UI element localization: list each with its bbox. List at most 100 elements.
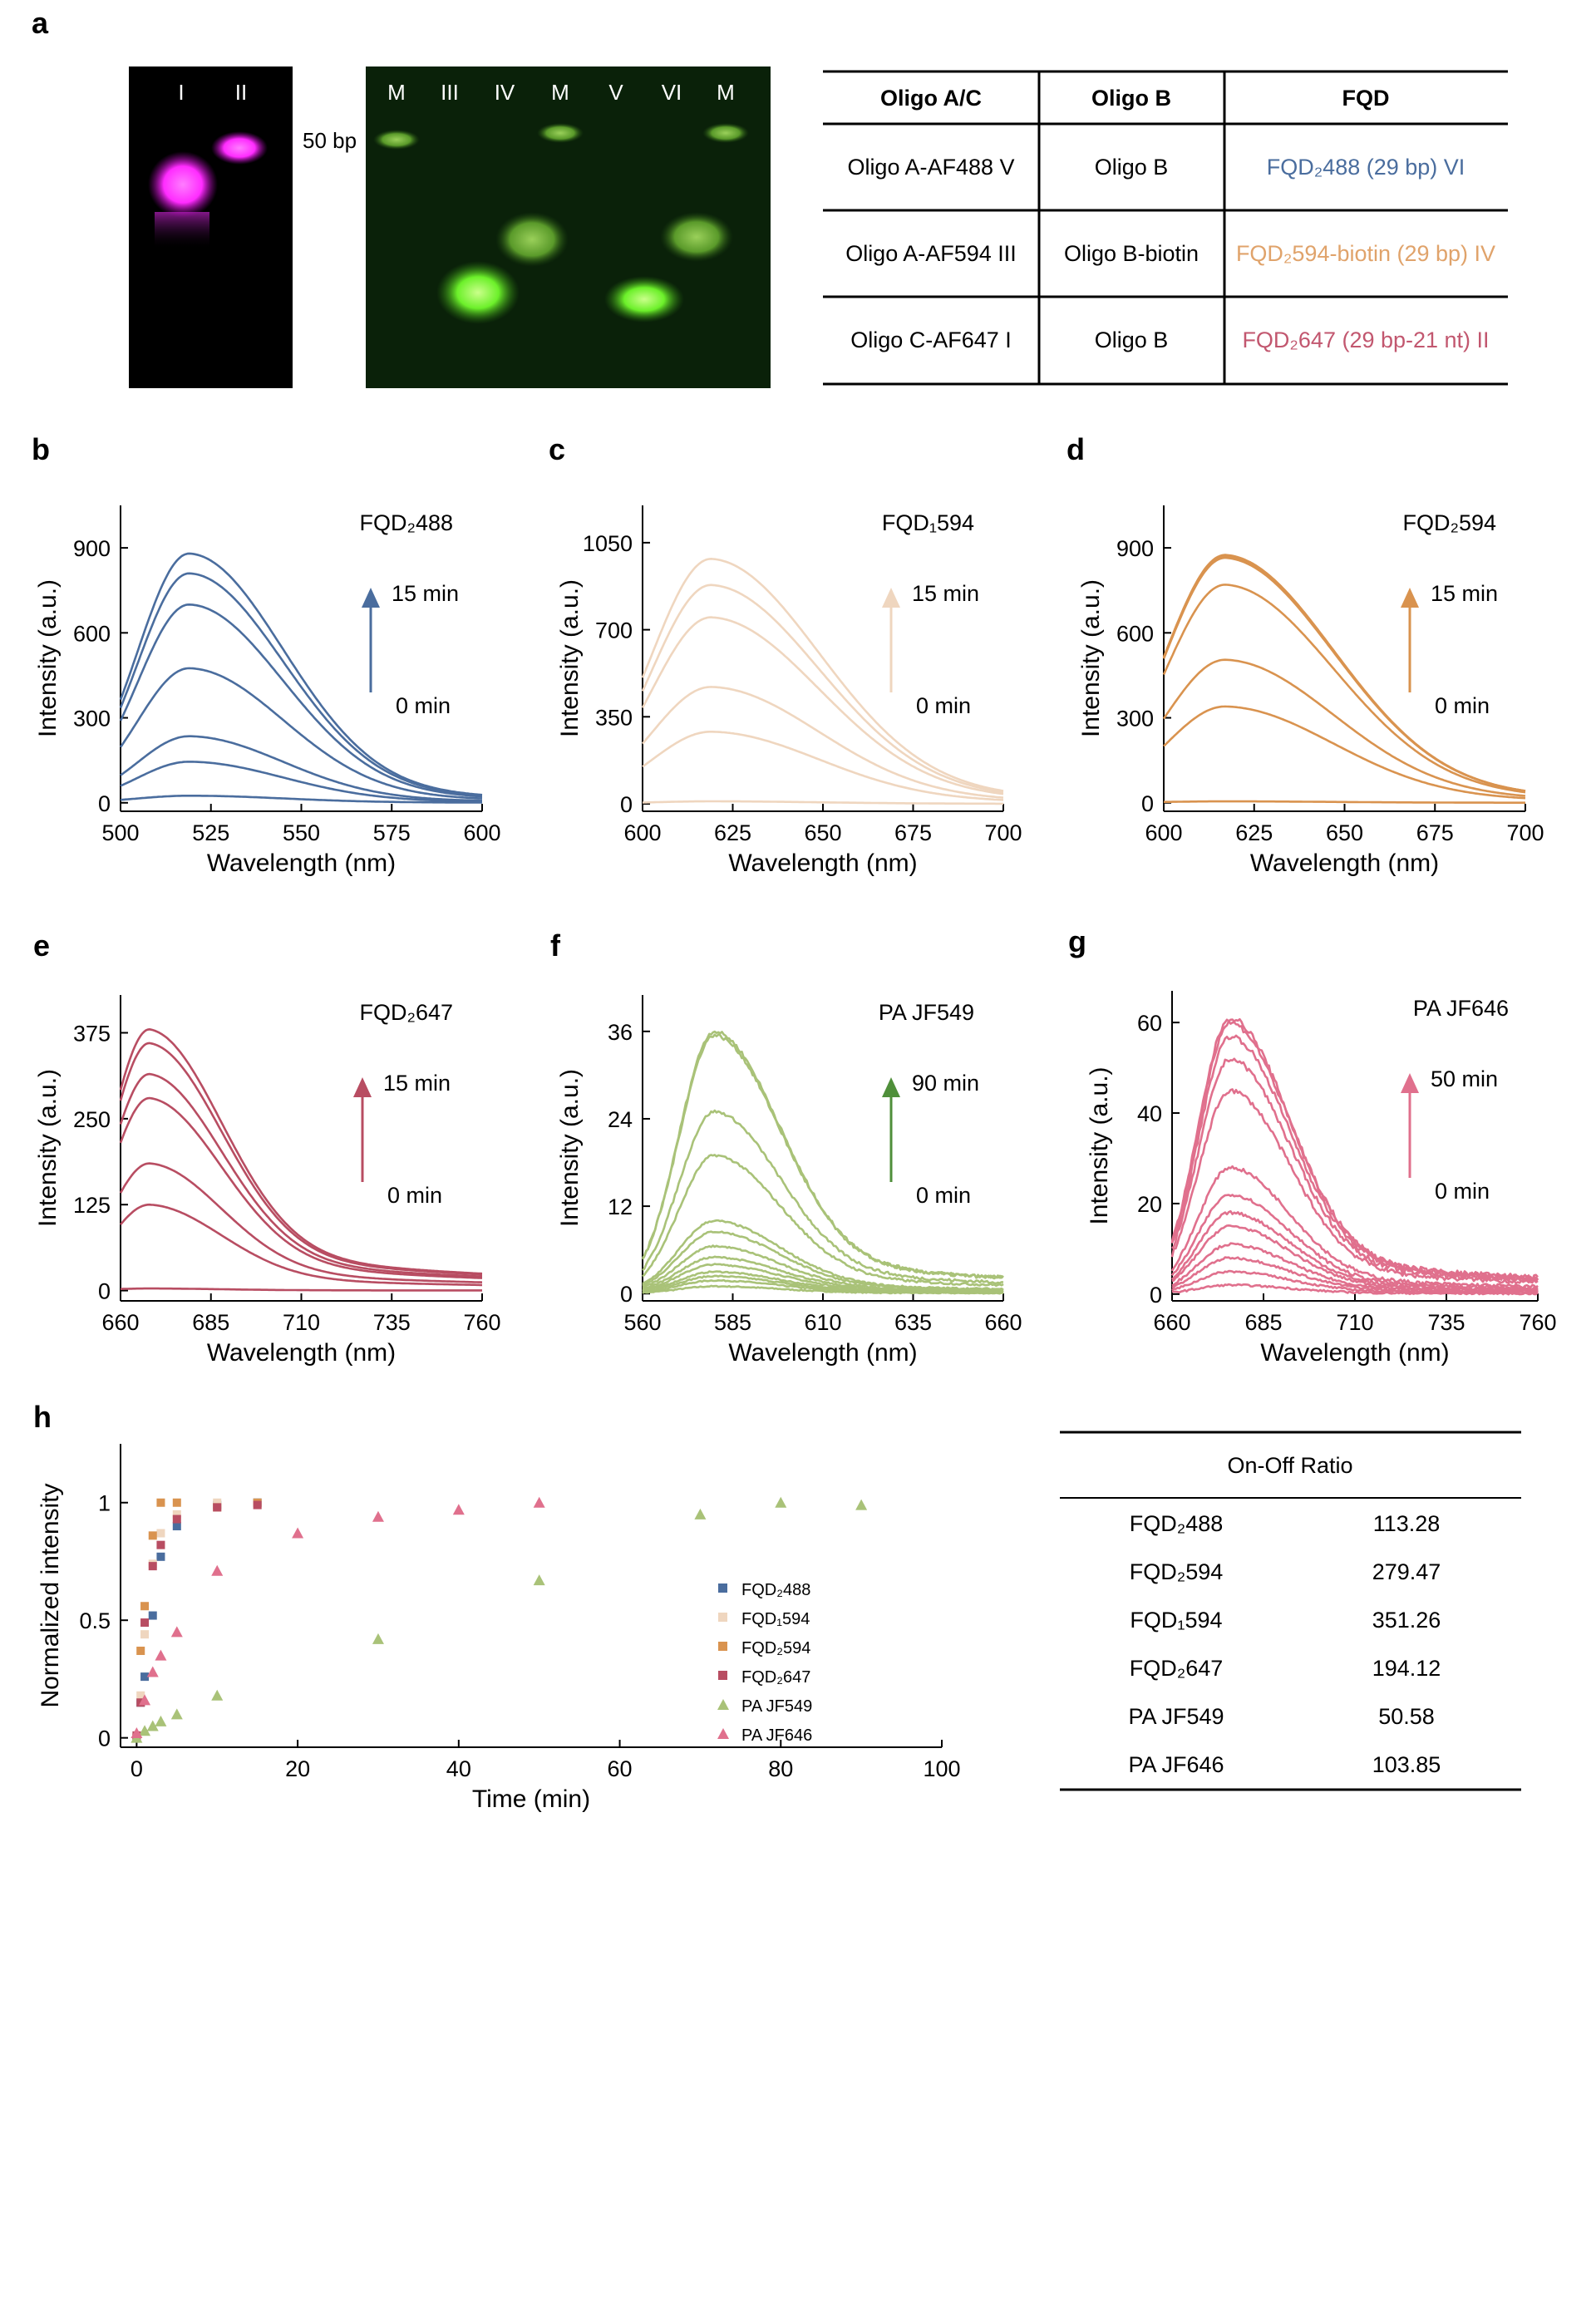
spectrum-line <box>642 730 1004 801</box>
data-point <box>146 1720 159 1731</box>
gel-lane-label-3: M <box>551 80 569 105</box>
legend-label: PA JF646 <box>741 1726 812 1745</box>
y-axis-label: Intensity (a.u.) <box>34 1069 62 1227</box>
spectrum-line <box>1162 658 1526 797</box>
data-point <box>211 1689 224 1701</box>
data-point <box>139 1694 151 1706</box>
data-point <box>140 1630 150 1639</box>
spectrum-line <box>120 794 482 804</box>
gel-lane-label-I: I <box>178 80 184 105</box>
x-tick-label: 685 <box>1244 1310 1282 1335</box>
panel-letter-b: b <box>32 432 50 466</box>
y-axis-label: Normalized intensity <box>37 1483 64 1707</box>
x-axis-label: Wavelength (nm) <box>728 850 917 877</box>
spectrum-chart-g: 660 685 710 735 760 0 20 40 60 Wavelength (nm) Int… <box>1086 991 1557 1367</box>
x-tick-label: 625 <box>714 820 751 845</box>
y-tick-label: 20 <box>1137 1192 1162 1217</box>
arrow-head-icon <box>882 1077 900 1097</box>
x-tick-label: 735 <box>373 1310 411 1335</box>
spectrum-chart-d: 600 625 650 675 700 0 300 600 900 Wavelength (nm)… <box>1077 505 1544 877</box>
ratio-table: On-Off Ratio FQD₂488 113.28 FQD₂594 279.… <box>1060 1431 1521 1791</box>
x-tick-label: 610 <box>804 1310 841 1335</box>
chart-title: FQD₁594 <box>882 510 974 535</box>
ratio-row-name: FQD₁594 <box>1130 1608 1222 1633</box>
gel-band-VI <box>660 212 733 262</box>
arrow-top-label: 50 min <box>1431 1066 1498 1091</box>
gel-lane-label-0: M <box>387 80 406 105</box>
spectrum-chart-e: 660 685 710 735 760 0 125 250 375 Wavelength (nm)… <box>34 995 501 1367</box>
x-tick-label: 625 <box>1235 820 1273 845</box>
data-point <box>213 1503 222 1512</box>
spectrum-line <box>1162 584 1526 794</box>
arrow-bottom-label: 0 min <box>387 1183 442 1208</box>
spectrum-line <box>642 1109 1004 1285</box>
x-tick-label: 100 <box>923 1756 960 1781</box>
x-axis-label: Wavelength (nm) <box>728 1339 917 1367</box>
x-tick-label: 550 <box>283 820 320 845</box>
y-tick-label: 900 <box>73 536 111 561</box>
ratio-row-value: 50.58 <box>1378 1704 1435 1729</box>
chart-title: FQD₂647 <box>359 1000 453 1025</box>
table-cell: Oligo A-AF488 V <box>847 155 1014 180</box>
ratio-row-name: PA JF646 <box>1128 1752 1224 1777</box>
table-cell: Oligo B <box>1095 328 1169 352</box>
spectrum-line <box>119 667 483 800</box>
x-axis-label: Wavelength (nm) <box>1260 1339 1449 1367</box>
table-header-oligo-b: Oligo B <box>1091 86 1171 111</box>
ratio-row-name: FQD₂647 <box>1130 1656 1224 1681</box>
data-point <box>156 1552 165 1561</box>
x-tick-label: 600 <box>1145 820 1182 845</box>
x-tick-label: 60 <box>608 1756 633 1781</box>
legend-label: FQD₂594 <box>741 1639 810 1657</box>
spectrum-line <box>1163 705 1526 800</box>
data-point <box>172 1522 181 1531</box>
spectrum-line <box>641 584 1004 794</box>
gel-band-II <box>211 131 268 165</box>
gel-marker-band <box>702 123 749 143</box>
x-tick-label: 575 <box>373 820 411 845</box>
data-point <box>172 1515 181 1524</box>
x-axis-label: Time (min) <box>472 1785 590 1813</box>
chart-title: FQD₂594 <box>1402 510 1496 535</box>
y-tick-label: 700 <box>595 618 633 643</box>
x-tick-label: 635 <box>894 1310 932 1335</box>
arrow-top-label: 15 min <box>383 1071 451 1096</box>
arrow-top-label: 15 min <box>1431 581 1498 606</box>
x-tick-label: 600 <box>623 820 661 845</box>
gel-band-IV <box>495 212 569 267</box>
y-axis-label: Intensity (a.u.) <box>34 579 62 737</box>
data-point <box>372 1633 384 1644</box>
panel-letter-d: d <box>1066 432 1085 466</box>
data-point <box>292 1527 304 1539</box>
x-axis-label: Wavelength (nm) <box>207 1339 396 1367</box>
legend-marker <box>718 1642 727 1651</box>
arrow-bottom-label: 0 min <box>916 1183 971 1208</box>
x-tick-label: 80 <box>768 1756 793 1781</box>
arrow-top-label: 15 min <box>392 581 459 606</box>
data-point <box>148 1562 157 1571</box>
spectrum-line <box>1171 1057 1539 1284</box>
y-axis-label: Intensity (a.u.) <box>556 1069 584 1227</box>
legend-label: FQD₁594 <box>741 1610 810 1628</box>
chart-title: PA JF646 <box>1413 996 1509 1021</box>
data-point <box>155 1715 167 1726</box>
ratio-row-value: 194.12 <box>1372 1656 1441 1681</box>
data-point <box>139 1725 151 1736</box>
spectrum-line <box>642 1154 1004 1288</box>
ratio-row-name: PA JF549 <box>1128 1704 1224 1729</box>
y-tick-label: 0 <box>98 791 111 816</box>
spectrum-line <box>642 686 1004 799</box>
legend-marker <box>717 1699 729 1710</box>
gel-marker-band <box>373 130 420 150</box>
spectrum-chart-b: 500 525 550 575 600 0 300 600 900 Wavelength (nm)… <box>34 505 501 877</box>
y-tick-label: 600 <box>73 621 111 646</box>
y-tick-label: 1 <box>98 1491 111 1516</box>
panel-letter-g: g <box>1068 924 1086 958</box>
arrow-head-icon <box>1401 588 1419 608</box>
panel-letter-h: h <box>33 1400 52 1434</box>
y-tick-label: 0 <box>620 1282 633 1307</box>
arrow-head-icon <box>882 588 900 608</box>
data-point <box>533 1496 545 1508</box>
x-tick-label: 500 <box>101 820 139 845</box>
x-tick-label: 40 <box>446 1756 471 1781</box>
